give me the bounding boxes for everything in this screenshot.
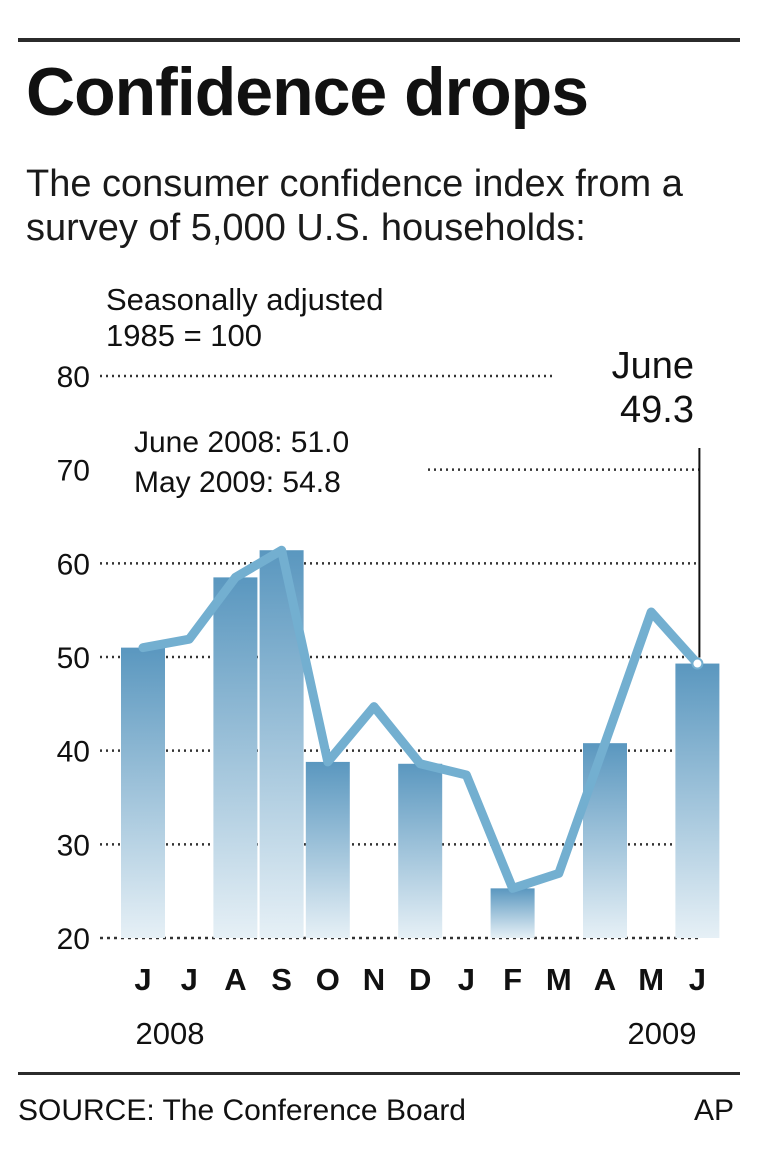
chart-title: Confidence drops <box>26 54 589 130</box>
x-tick-label: F <box>503 962 522 997</box>
y-tick-label: 50 <box>57 642 90 675</box>
callout-label: June <box>612 345 694 387</box>
x-tick-label: J <box>689 962 706 997</box>
x-tick-label: J <box>181 962 198 997</box>
annotation-line: May 2009: 54.8 <box>134 466 341 499</box>
x-tick-label: N <box>363 962 385 997</box>
x-tick-label: D <box>409 962 431 997</box>
x-tick-label: J <box>458 962 475 997</box>
bottom-rule <box>18 1072 740 1075</box>
bar <box>121 647 165 938</box>
x-tick-label: M <box>638 962 664 997</box>
y-tick-label: 80 <box>57 361 90 394</box>
x-tick-label: S <box>271 962 292 997</box>
source-note: SOURCE: The Conference Board <box>18 1094 466 1127</box>
scale-note-line: Seasonally adjusted <box>106 282 383 317</box>
bar <box>490 888 535 938</box>
chart-subtitle: The consumer confidence index from a sur… <box>26 163 683 250</box>
year-label: 2008 <box>136 1016 205 1051</box>
x-tick-label: A <box>224 962 246 997</box>
callout-label: 49.3 <box>620 389 694 431</box>
y-tick-label: 30 <box>57 829 90 862</box>
year-label: 2009 <box>628 1016 697 1051</box>
ap-credit: AP <box>693 1094 734 1127</box>
bar <box>213 577 258 938</box>
y-tick-label: 70 <box>57 455 90 488</box>
bar <box>305 761 350 938</box>
bar <box>675 663 720 938</box>
annotation-line: June 2008: 51.0 <box>134 426 349 459</box>
x-tick-label: M <box>546 962 572 997</box>
y-tick-label: 60 <box>57 548 90 581</box>
bar <box>398 763 443 938</box>
x-tick-label: A <box>594 962 616 997</box>
scale-note-line: 1985 = 100 <box>106 318 262 353</box>
latest-point-marker <box>691 657 704 670</box>
index-line <box>138 545 702 893</box>
y-tick-label: 40 <box>57 736 90 769</box>
y-tick-label: 20 <box>57 923 90 956</box>
x-tick-label: O <box>316 962 340 997</box>
top-rule <box>18 38 740 42</box>
bar <box>583 743 627 938</box>
x-tick-label: J <box>134 962 151 997</box>
